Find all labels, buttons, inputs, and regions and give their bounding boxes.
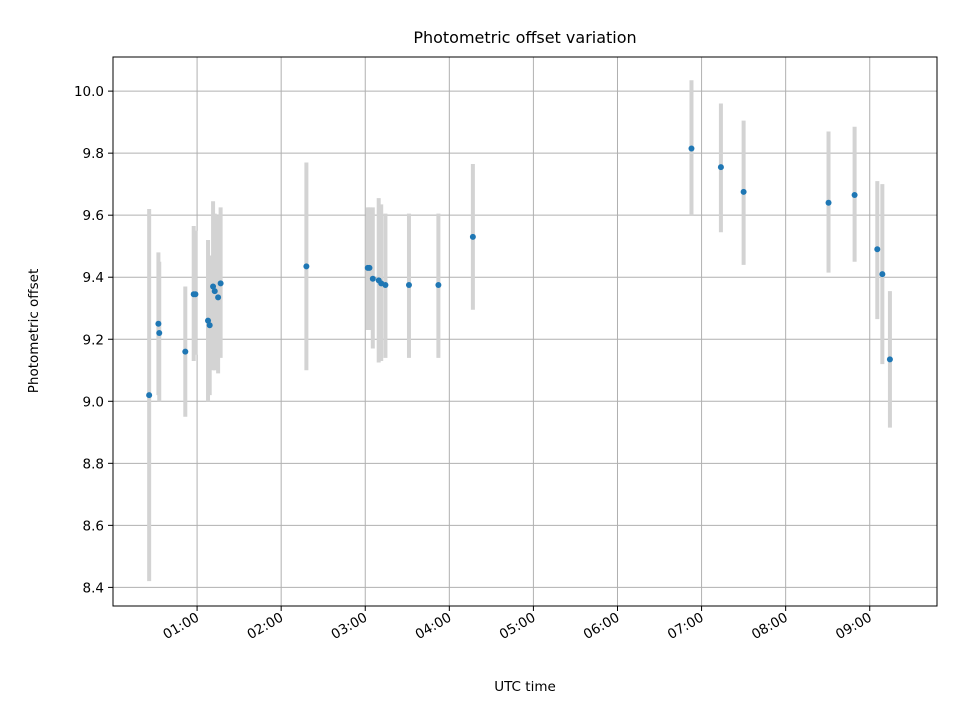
data-point: [210, 283, 217, 290]
data-point: [156, 330, 163, 337]
y-tick-label: 8.6: [83, 518, 104, 534]
y-tick-label: 9.6: [83, 208, 104, 224]
y-tick-label: 9.2: [83, 332, 104, 348]
x-tick-label: 03:00: [329, 610, 371, 643]
x-tick-label: 02:00: [244, 610, 286, 643]
x-tick-layer: 01:00 02:00 03:00 04:00 05:00 06:00 07:00 08:00…: [160, 606, 875, 643]
data-point: [886, 356, 893, 363]
y-tick-label: 9.8: [83, 146, 104, 162]
x-tick-label: 05:00: [497, 610, 539, 643]
data-point: [155, 320, 162, 327]
y-tick-label: 8.4: [83, 580, 104, 596]
y-tick-label: 9.4: [83, 270, 104, 286]
y-axis-label: Photometric offset: [26, 269, 42, 393]
data-point: [435, 281, 442, 288]
data-point: [825, 199, 832, 206]
errorbar-layer: [147, 80, 892, 582]
y-tick-label: 8.8: [83, 456, 104, 472]
data-point: [206, 322, 213, 329]
data-point: [382, 281, 389, 288]
data-point: [874, 246, 881, 253]
y-tick-label: 10.0: [74, 84, 104, 100]
data-point: [303, 263, 310, 270]
plot-frame: [112, 56, 938, 607]
x-tick-label: 01:00: [160, 610, 202, 643]
data-point: [851, 192, 858, 199]
data-point: [146, 392, 153, 399]
x-tick-label: 08:00: [749, 610, 791, 643]
y-tick-layer: 8.4 8.6 8.8 9.0 9.2 9.4 9.6 9.8 10.0: [74, 84, 113, 596]
data-point: [215, 294, 222, 301]
data-point: [205, 317, 212, 324]
data-point: [217, 280, 224, 287]
data-point: [366, 264, 373, 271]
data-point: [879, 271, 886, 278]
x-tick-label: 07:00: [665, 610, 707, 643]
x-tick-label: 04:00: [413, 610, 455, 643]
data-point: [469, 233, 476, 240]
data-point: [717, 164, 724, 171]
data-point: [688, 145, 695, 152]
data-point: [182, 348, 189, 355]
data-point: [405, 281, 412, 288]
chart-title: Photometric offset variation: [413, 28, 636, 47]
x-tick-label: 06:00: [581, 610, 623, 643]
data-point: [369, 275, 376, 282]
data-point: [740, 188, 747, 195]
x-axis-label: UTC time: [494, 679, 556, 695]
point-layer: [146, 145, 893, 399]
y-tick-label: 9.0: [83, 394, 104, 410]
data-point: [192, 291, 199, 298]
x-tick-label: 09:00: [833, 610, 875, 643]
data-point: [211, 288, 218, 295]
grid-layer: [113, 57, 937, 606]
